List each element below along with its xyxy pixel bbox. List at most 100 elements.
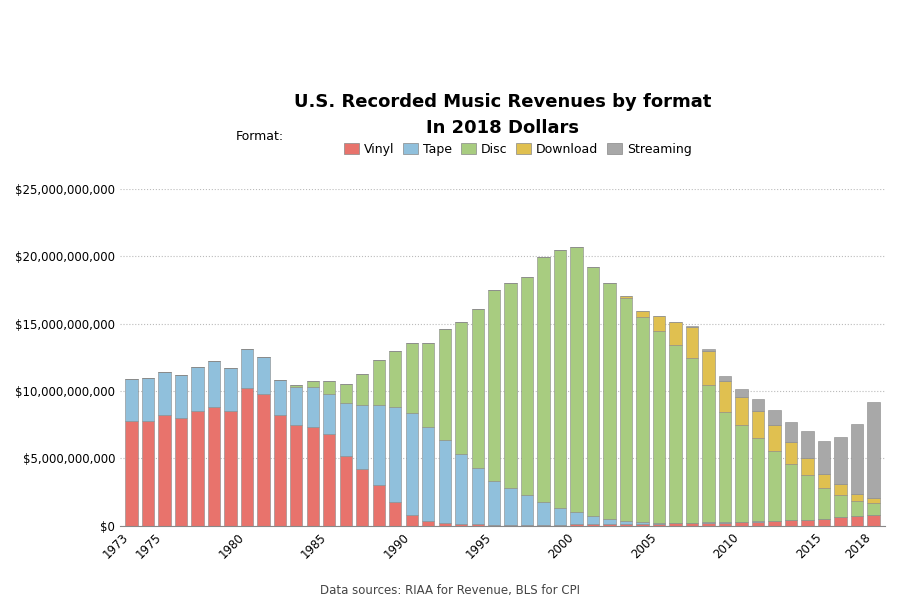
Bar bbox=[636, 311, 649, 317]
Bar bbox=[472, 468, 484, 524]
Bar bbox=[652, 523, 665, 524]
Bar bbox=[801, 475, 814, 520]
Bar bbox=[652, 331, 665, 523]
Bar bbox=[488, 290, 500, 481]
Bar bbox=[521, 495, 534, 525]
Bar bbox=[521, 277, 534, 495]
Bar bbox=[158, 372, 171, 415]
Bar bbox=[571, 524, 583, 526]
Bar bbox=[307, 381, 319, 387]
Bar bbox=[702, 523, 715, 526]
Bar bbox=[257, 394, 269, 526]
Bar bbox=[455, 322, 467, 454]
Bar bbox=[735, 522, 748, 526]
Bar bbox=[537, 525, 550, 526]
Bar bbox=[505, 283, 517, 488]
Bar bbox=[587, 267, 599, 516]
Bar bbox=[125, 421, 138, 526]
Bar bbox=[636, 317, 649, 522]
Bar bbox=[373, 404, 385, 485]
Bar bbox=[323, 394, 336, 434]
Bar bbox=[323, 381, 336, 394]
Bar bbox=[686, 327, 698, 358]
Bar bbox=[406, 343, 418, 413]
Bar bbox=[488, 524, 500, 526]
Bar bbox=[307, 427, 319, 526]
Bar bbox=[868, 515, 879, 526]
Bar bbox=[818, 488, 830, 518]
Bar bbox=[290, 385, 302, 387]
Bar bbox=[818, 440, 830, 474]
Bar bbox=[505, 488, 517, 524]
Bar bbox=[850, 516, 863, 526]
Bar bbox=[488, 481, 500, 524]
Bar bbox=[339, 403, 352, 456]
Bar bbox=[785, 442, 797, 464]
Bar bbox=[554, 524, 566, 526]
Bar bbox=[702, 349, 715, 351]
Bar bbox=[257, 358, 269, 394]
Bar bbox=[670, 322, 682, 345]
Bar bbox=[323, 434, 336, 526]
Bar bbox=[373, 485, 385, 526]
Bar bbox=[373, 360, 385, 404]
Text: Data sources: RIAA for Revenue, BLS for CPI: Data sources: RIAA for Revenue, BLS for … bbox=[320, 584, 580, 597]
Bar bbox=[339, 456, 352, 526]
Bar bbox=[455, 454, 467, 524]
Bar bbox=[868, 402, 879, 498]
Bar bbox=[603, 524, 616, 526]
Bar bbox=[224, 411, 237, 526]
Bar bbox=[769, 425, 780, 451]
Bar bbox=[141, 421, 154, 526]
Bar bbox=[240, 349, 253, 388]
Bar bbox=[620, 296, 633, 298]
Bar bbox=[850, 502, 863, 516]
Bar bbox=[208, 407, 220, 526]
Bar bbox=[868, 503, 879, 515]
Bar bbox=[620, 524, 633, 526]
Bar bbox=[818, 474, 830, 488]
Bar bbox=[670, 523, 682, 526]
Bar bbox=[191, 411, 203, 526]
Bar bbox=[719, 376, 731, 381]
Bar bbox=[752, 521, 764, 526]
Bar bbox=[769, 451, 780, 521]
Bar bbox=[834, 517, 847, 526]
Bar bbox=[422, 521, 435, 526]
Bar bbox=[801, 458, 814, 475]
Bar bbox=[785, 520, 797, 526]
Bar bbox=[702, 385, 715, 523]
Bar bbox=[290, 425, 302, 526]
Bar bbox=[571, 512, 583, 524]
Bar bbox=[141, 377, 154, 421]
Bar bbox=[554, 250, 566, 508]
Bar bbox=[356, 469, 368, 526]
Bar bbox=[472, 309, 484, 468]
Bar bbox=[389, 502, 401, 526]
Bar bbox=[455, 524, 467, 526]
Bar bbox=[752, 399, 764, 411]
Bar bbox=[785, 464, 797, 520]
Bar bbox=[702, 351, 715, 385]
Bar bbox=[752, 411, 764, 438]
Bar bbox=[422, 427, 435, 521]
Bar bbox=[274, 415, 286, 526]
Bar bbox=[191, 367, 203, 411]
Text: Format:: Format: bbox=[236, 130, 284, 143]
Bar bbox=[719, 381, 731, 412]
Bar bbox=[769, 521, 780, 526]
Bar bbox=[175, 418, 187, 526]
Bar bbox=[537, 257, 550, 502]
Bar bbox=[752, 438, 764, 521]
Bar bbox=[686, 358, 698, 523]
Bar bbox=[670, 345, 682, 523]
Bar bbox=[422, 343, 435, 427]
Bar bbox=[389, 350, 401, 407]
Bar bbox=[620, 521, 633, 524]
Bar bbox=[818, 518, 830, 526]
Bar bbox=[158, 415, 171, 526]
Bar bbox=[208, 361, 220, 407]
Bar bbox=[603, 519, 616, 524]
Bar bbox=[603, 283, 616, 519]
Bar bbox=[735, 397, 748, 425]
